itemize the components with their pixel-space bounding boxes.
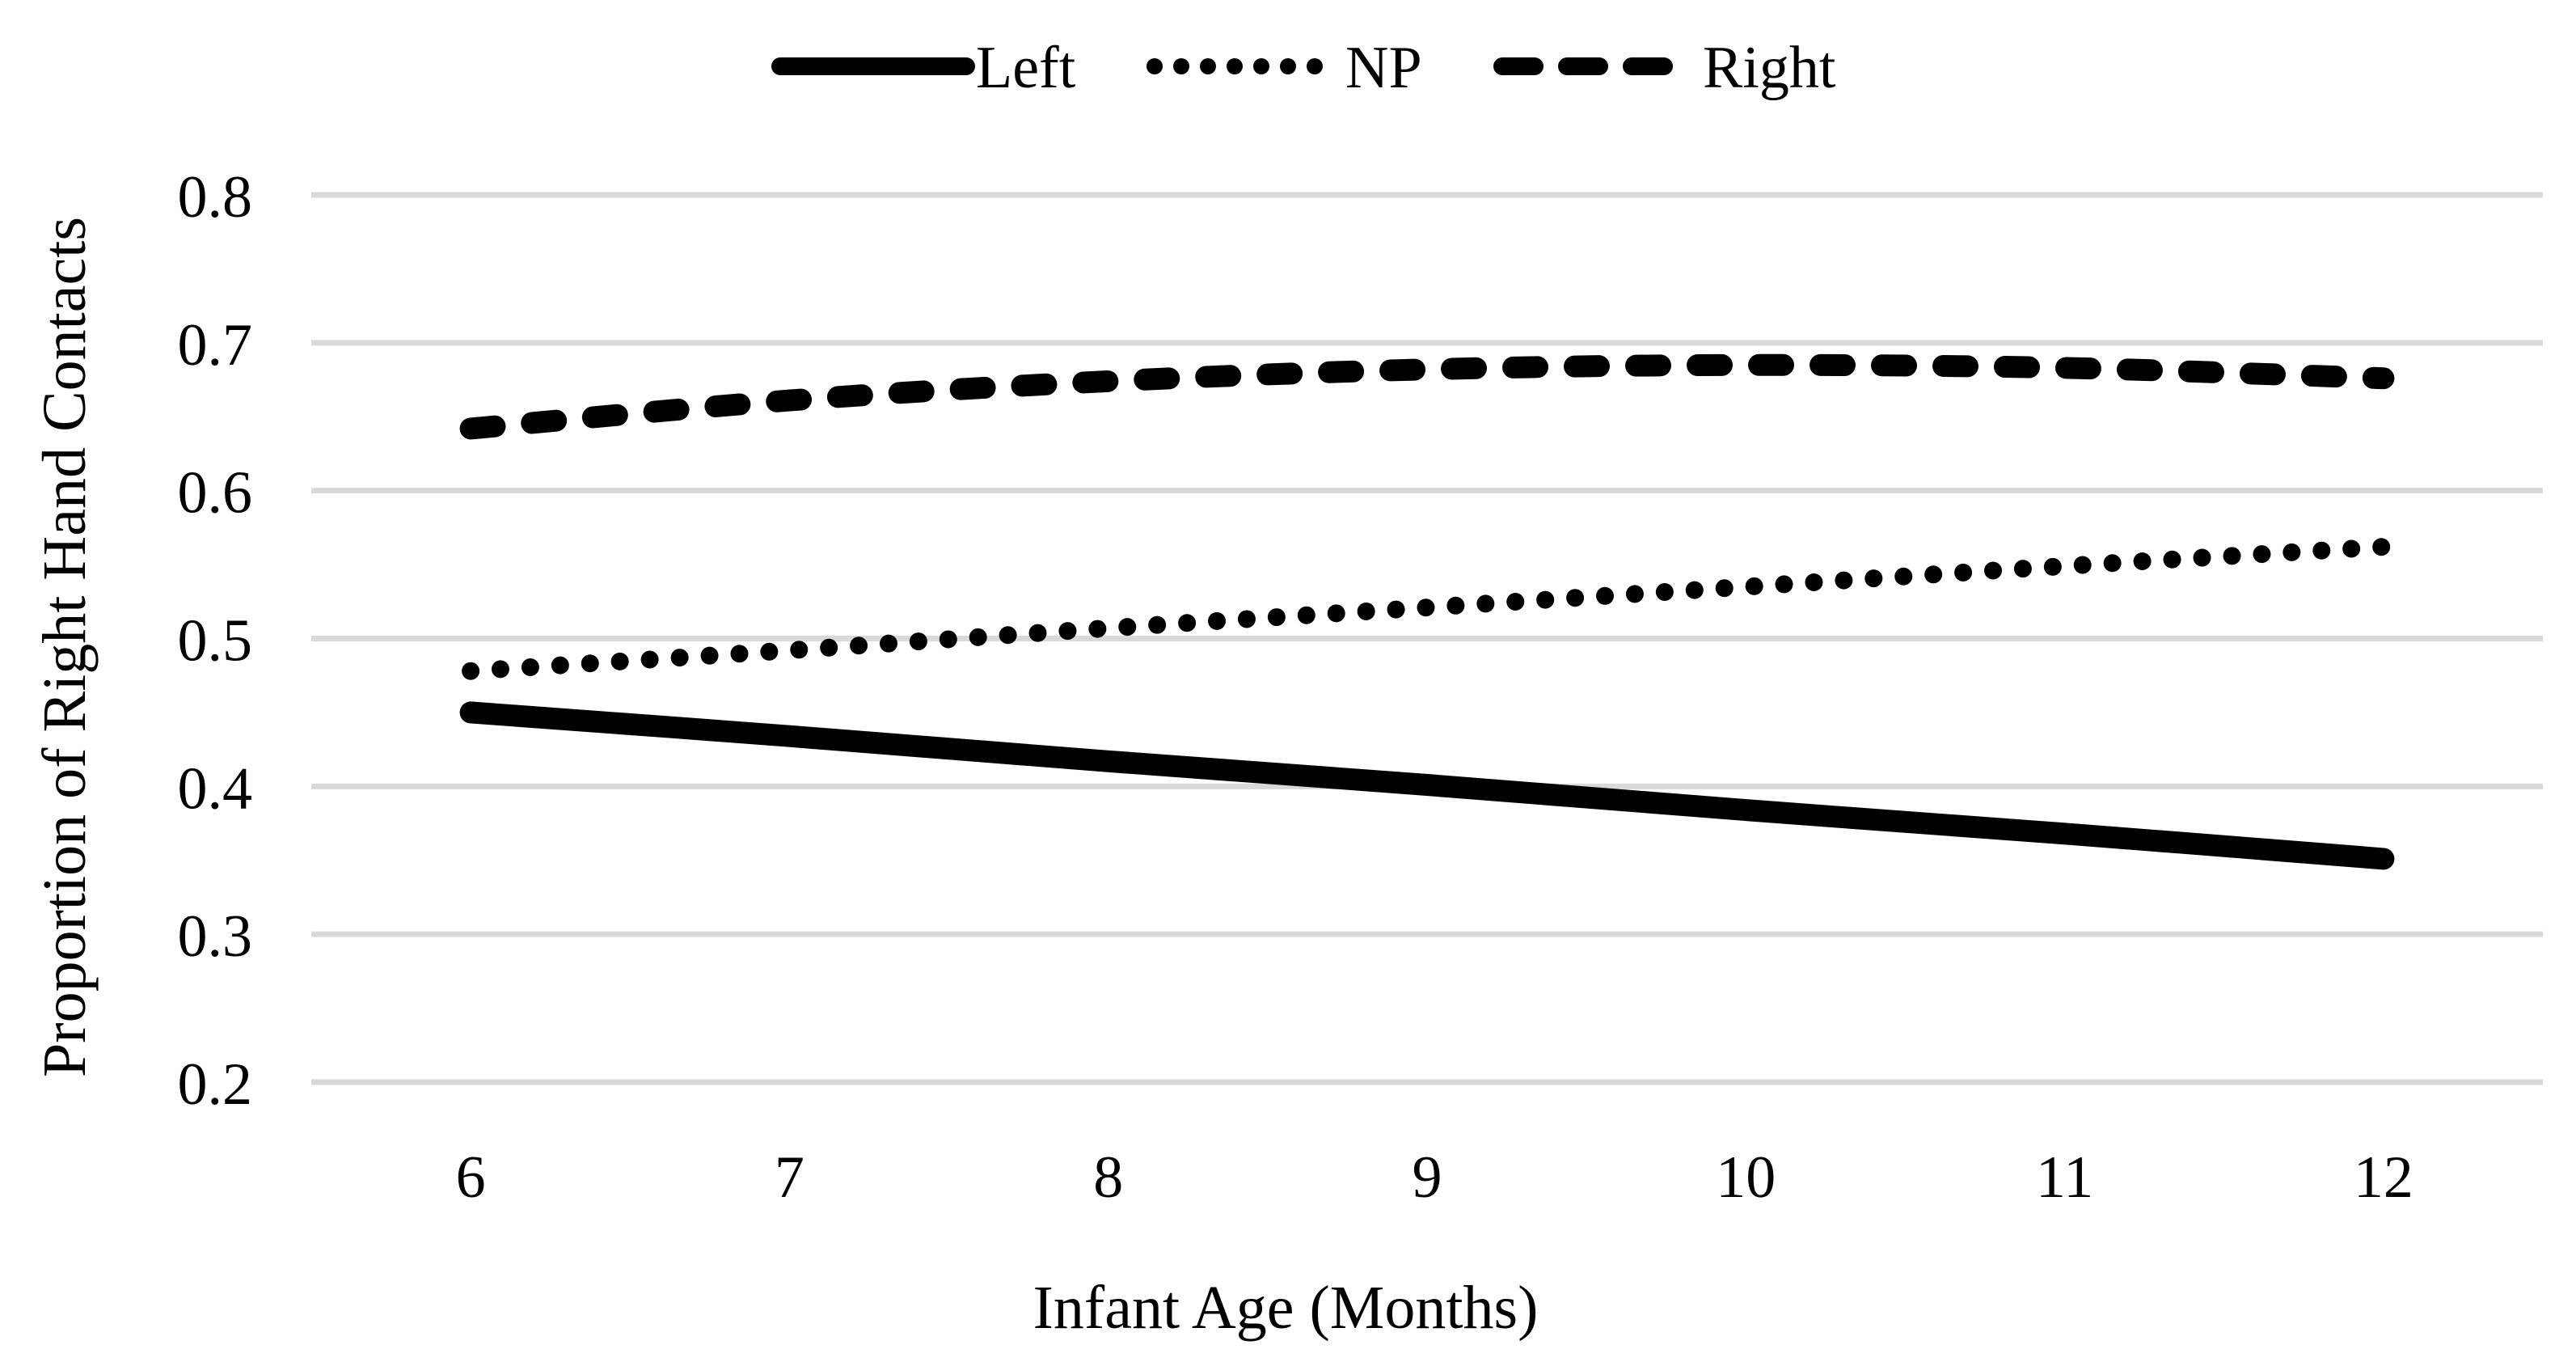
y-tick-label: 0.3 <box>178 903 253 970</box>
legend: Left NP Right <box>771 35 1836 101</box>
y-tick-label: 0.8 <box>178 164 253 230</box>
legend-label: Right <box>1703 35 1836 101</box>
y-axis-title: Proportion of Right Hand Contacts <box>31 217 99 1077</box>
gridlines <box>311 192 2543 1085</box>
y-tick-label: 0.5 <box>178 608 253 675</box>
series-lines <box>459 353 2395 870</box>
x-tick-label: 12 <box>2354 1144 2413 1211</box>
y-tick-label: 0.7 <box>178 312 253 379</box>
x-tick-label: 9 <box>1413 1144 1442 1211</box>
legend-item-right: Right <box>1493 35 1836 101</box>
x-tick-label: 8 <box>1093 1144 1123 1211</box>
legend-label: Left <box>976 35 1076 101</box>
y-tick-label: 0.2 <box>178 1051 253 1118</box>
x-tick-label: 10 <box>1716 1144 1776 1211</box>
legend-item-np: NP <box>1147 35 1422 101</box>
x-tick-label: 7 <box>775 1144 804 1211</box>
series-line-np <box>462 538 2392 680</box>
x-axis-title: Infant Age (Months) <box>1033 1274 1539 1342</box>
y-axis-tick-labels: 0.8 0.7 0.6 0.5 0.4 0.3 0.2 <box>178 164 253 1118</box>
x-tick-label: 6 <box>456 1144 486 1211</box>
x-axis-tick-labels: 6 7 8 9 10 11 12 <box>456 1144 2413 1211</box>
y-tick-label: 0.6 <box>178 460 253 527</box>
legend-label: NP <box>1345 35 1422 101</box>
legend-item-left: Left <box>771 35 1076 101</box>
y-tick-label: 0.4 <box>178 755 253 822</box>
series-line-left <box>459 701 2395 870</box>
series-line-right <box>459 353 2395 440</box>
x-tick-label: 11 <box>2036 1144 2093 1211</box>
